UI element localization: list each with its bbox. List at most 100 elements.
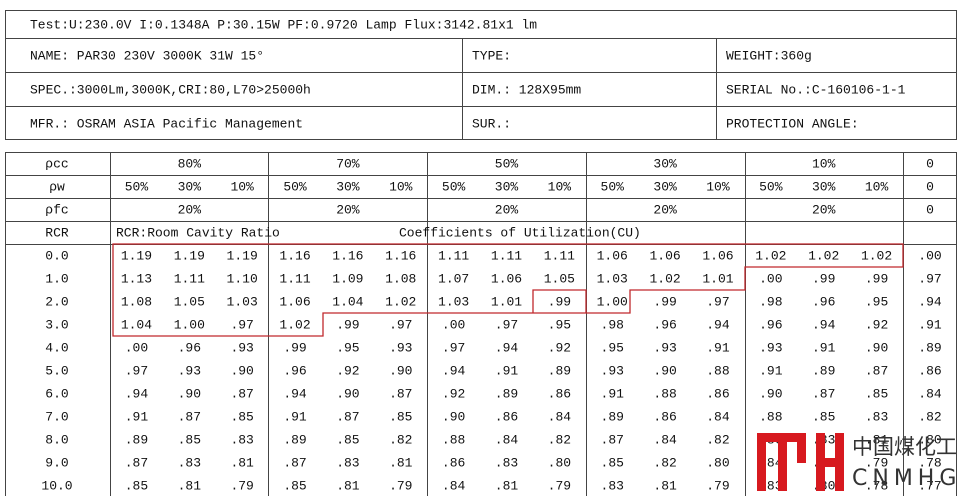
- header-cell: 10%: [230, 179, 254, 194]
- cu-cell: .81: [495, 478, 519, 493]
- header-cell: 30%: [653, 156, 677, 171]
- cu-cell: .85: [178, 432, 201, 447]
- cu-cell: .00: [442, 317, 465, 332]
- cu-cell: .97: [125, 363, 148, 378]
- cu-cell: .90: [178, 386, 201, 401]
- rcr-value: 2.0: [45, 294, 68, 309]
- cu-cell: .87: [178, 409, 201, 424]
- cu-cell: 1.03: [227, 294, 258, 309]
- cu-cell: 1.00: [174, 317, 205, 332]
- cu-cell: .91: [812, 340, 836, 355]
- row-label: ρw: [49, 179, 65, 194]
- cu-cell: 1.02: [861, 248, 892, 263]
- cu-cell: 1.01: [702, 271, 733, 286]
- cu-cell: .97: [230, 317, 253, 332]
- cu-cell: 1.02: [385, 294, 416, 309]
- cu-cell: 1.06: [279, 294, 310, 309]
- info-field: WEIGHT:360g: [726, 48, 812, 63]
- cu-cell: .99: [283, 340, 306, 355]
- header-cell: 0: [926, 202, 934, 217]
- header-cell: 0: [926, 156, 934, 171]
- cu-cell: .94: [812, 317, 836, 332]
- rcr-value: 0.0: [45, 248, 68, 263]
- cu-cell: .80: [548, 455, 571, 470]
- header-cell: 20%: [178, 202, 202, 217]
- cu-cell: .84: [442, 478, 466, 493]
- cu-cell: .93: [759, 340, 782, 355]
- rcr-value: 10.0: [41, 478, 72, 493]
- cu-cell: .97: [389, 317, 412, 332]
- cu-cell: .90: [336, 386, 359, 401]
- cu-cell: 1.13: [121, 271, 152, 286]
- cu-cell: 1.05: [174, 294, 205, 309]
- cu-cell: 1.00: [597, 294, 628, 309]
- cu-cell: 1.11: [174, 271, 205, 286]
- cu-cell: 1.02: [808, 248, 839, 263]
- cu-cell: 1.10: [227, 271, 258, 286]
- cu-cell: .85: [125, 478, 148, 493]
- cu-cell: .97: [918, 271, 941, 286]
- watermark-en: CNMHG: [852, 466, 961, 491]
- cu-cell: .86: [548, 386, 571, 401]
- cu-cell: .90: [653, 363, 676, 378]
- highlight-outline: [532, 289, 587, 313]
- cu-cell: .85: [389, 409, 412, 424]
- cu-cell: .91: [918, 317, 942, 332]
- cu-cell: .98: [601, 317, 624, 332]
- rcr-value: 7.0: [45, 409, 68, 424]
- header-cell: 50%: [759, 179, 783, 194]
- cu-cell: 1.06: [491, 271, 522, 286]
- cu-cell: .93: [178, 363, 201, 378]
- cu-cell: .99: [865, 271, 888, 286]
- cu-cell: .99: [336, 317, 359, 332]
- cu-cell: .94: [283, 386, 307, 401]
- header-cell: 10%: [548, 179, 572, 194]
- cu-cell: .89: [495, 386, 518, 401]
- cu-cell: .81: [230, 455, 254, 470]
- header-cell: 80%: [178, 156, 202, 171]
- cu-cell: .82: [653, 455, 676, 470]
- rcr-value: 5.0: [45, 363, 68, 378]
- cu-cell: 1.06: [702, 248, 733, 263]
- cu-cell: 1.04: [332, 294, 363, 309]
- cu-cell: .90: [759, 386, 782, 401]
- cu-cell: 1.11: [438, 248, 469, 263]
- header-cell: 20%: [653, 202, 677, 217]
- cu-cell: .89: [125, 432, 148, 447]
- cu-cell: .83: [601, 478, 624, 493]
- cu-cell: 1.07: [438, 271, 469, 286]
- cu-cell: .96: [653, 317, 676, 332]
- cu-cell: .94: [495, 340, 519, 355]
- cu-cell: .81: [653, 478, 677, 493]
- cu-cell: .93: [601, 363, 624, 378]
- cu-cell: .97: [442, 340, 465, 355]
- cu-cell: .84: [706, 409, 730, 424]
- cu-cell: .96: [283, 363, 306, 378]
- cu-cell: .82: [548, 432, 571, 447]
- cu-cell: .96: [759, 317, 782, 332]
- cu-cell: .87: [865, 363, 888, 378]
- watermark-cn: 中国煤化工: [852, 435, 957, 459]
- info-field: DIM.: 128X95mm: [472, 82, 581, 97]
- info-field: SERIAL No.:C-160106-1-1: [726, 82, 906, 97]
- cu-cell: 1.01: [491, 294, 522, 309]
- header-cell: 10%: [389, 179, 413, 194]
- cu-cell: .86: [653, 409, 676, 424]
- cu-cell: .87: [125, 455, 148, 470]
- header-cell: 50%: [283, 179, 307, 194]
- header-cell: 30%: [336, 179, 360, 194]
- cu-cell: .78: [918, 455, 941, 470]
- cu-cell: .92: [336, 363, 359, 378]
- cu-cell: .86: [442, 455, 465, 470]
- cu-cell: .87: [336, 409, 359, 424]
- cu-cell: .86: [706, 386, 729, 401]
- cu-cell: .84: [495, 432, 519, 447]
- header-cell: 30%: [653, 179, 677, 194]
- cu-cell: .91: [759, 363, 783, 378]
- cu-cell: .84: [918, 386, 942, 401]
- cu-cell: 1.16: [332, 248, 363, 263]
- cu-cell: .82: [706, 432, 729, 447]
- cu-cell: .97: [706, 294, 729, 309]
- cu-cell: .96: [812, 294, 835, 309]
- cu-cell: 1.04: [121, 317, 152, 332]
